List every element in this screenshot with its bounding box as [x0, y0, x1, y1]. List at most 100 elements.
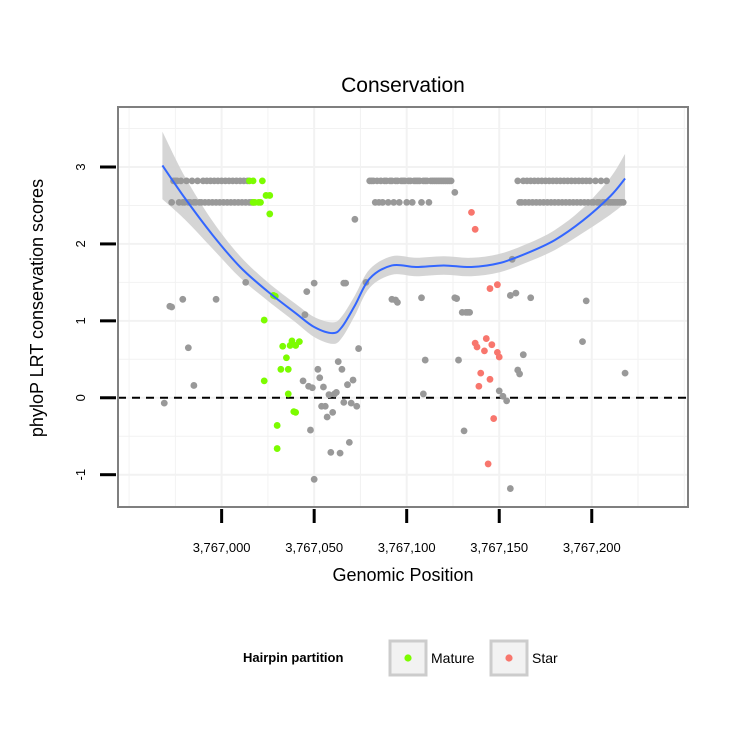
point-other: [301, 311, 309, 319]
point-other: [495, 387, 503, 395]
smooth-confidence-band: [162, 131, 626, 344]
point-other: [395, 198, 403, 206]
y-tick-label: 2: [73, 240, 88, 247]
legend-title: Hairpin partition: [243, 650, 343, 665]
point-mature: [292, 408, 300, 416]
legend-label-mature: Mature: [431, 650, 475, 666]
point-star: [493, 281, 501, 289]
point-other: [327, 448, 335, 456]
point-star: [486, 375, 494, 383]
point-other: [506, 292, 514, 299]
point-other: [160, 399, 168, 407]
point-other: [355, 345, 362, 352]
point-other: [384, 198, 392, 206]
point-star: [481, 347, 488, 355]
point-other: [349, 376, 357, 384]
point-other: [460, 427, 468, 435]
point-other: [619, 198, 627, 206]
point-other: [334, 358, 342, 366]
x-tick-label: 3,767,100: [378, 540, 436, 555]
point-star: [482, 335, 490, 342]
point-other: [177, 177, 185, 185]
x-axis-title: Genomic Position: [332, 565, 473, 585]
point-other: [418, 198, 425, 206]
point-other: [316, 374, 324, 382]
point-other: [621, 369, 629, 377]
point-other: [168, 198, 176, 206]
point-star: [468, 208, 475, 216]
point-star: [488, 341, 496, 349]
point-other: [582, 297, 590, 305]
point-other: [314, 365, 322, 373]
x-tick-label: 3,767,150: [470, 540, 528, 555]
y-axis-ticks: -1 0 1 2 3: [73, 163, 116, 480]
point-mature: [283, 354, 290, 362]
point-other: [325, 391, 333, 399]
x-tick-label: 3,767,050: [285, 540, 343, 555]
point-other: [592, 177, 599, 185]
point-other: [320, 383, 327, 391]
point-other: [447, 177, 455, 185]
point-mature: [295, 338, 303, 346]
point-mature: [260, 316, 268, 324]
point-mature: [279, 342, 287, 350]
point-other: [310, 475, 318, 483]
point-mature: [266, 192, 274, 199]
point-other: [499, 392, 507, 400]
point-other: [390, 198, 398, 206]
x-axis-ticks: 3,767,000 3,767,050 3,767,100 3,767,150 3,76…: [193, 509, 621, 555]
point-other: [425, 198, 433, 206]
point-other: [303, 288, 311, 296]
point-other: [332, 388, 340, 396]
point-other: [188, 177, 196, 185]
point-other: [419, 390, 427, 398]
point-mature: [273, 445, 281, 452]
point-other: [579, 338, 586, 346]
point-other: [307, 426, 314, 434]
point-other: [338, 365, 346, 373]
point-star: [473, 343, 481, 351]
point-other: [527, 294, 535, 302]
point-other: [516, 370, 523, 378]
point-mature: [284, 365, 292, 373]
legend-label-star: Star: [532, 650, 558, 666]
point-other: [242, 278, 250, 286]
point-star: [490, 415, 498, 422]
point-other: [344, 381, 351, 389]
point-other: [514, 177, 522, 185]
point-other: [455, 356, 462, 364]
point-other: [512, 289, 520, 297]
grid: [118, 107, 688, 507]
point-other: [503, 397, 511, 405]
point-other: [194, 177, 201, 185]
point-other: [353, 402, 361, 410]
point-other: [519, 351, 527, 359]
point-mature: [277, 365, 285, 373]
legend: Hairpin partition Mature Star: [243, 639, 558, 677]
point-other: [183, 177, 190, 185]
point-other: [184, 344, 192, 352]
point-other: [394, 298, 401, 306]
point-other: [453, 295, 461, 302]
point-other: [379, 198, 387, 206]
smooth-trend-line: [161, 164, 626, 335]
y-tick-label: -1: [73, 469, 88, 481]
data-points: [160, 177, 629, 492]
point-other: [329, 408, 337, 416]
point-other: [403, 198, 411, 206]
point-star: [495, 353, 503, 361]
y-tick-label: 1: [73, 317, 88, 324]
point-other: [466, 308, 474, 316]
legend-key-mature-box: [388, 639, 428, 677]
point-star: [475, 382, 483, 390]
point-mature: [288, 337, 296, 345]
legend-key-star-dot: [505, 654, 513, 662]
legend-key-mature-dot: [404, 654, 412, 662]
point-other: [168, 303, 176, 311]
point-mature: [273, 422, 281, 429]
point-other: [342, 279, 350, 287]
point-other: [351, 215, 359, 223]
point-other: [190, 382, 198, 389]
point-other: [506, 485, 514, 492]
